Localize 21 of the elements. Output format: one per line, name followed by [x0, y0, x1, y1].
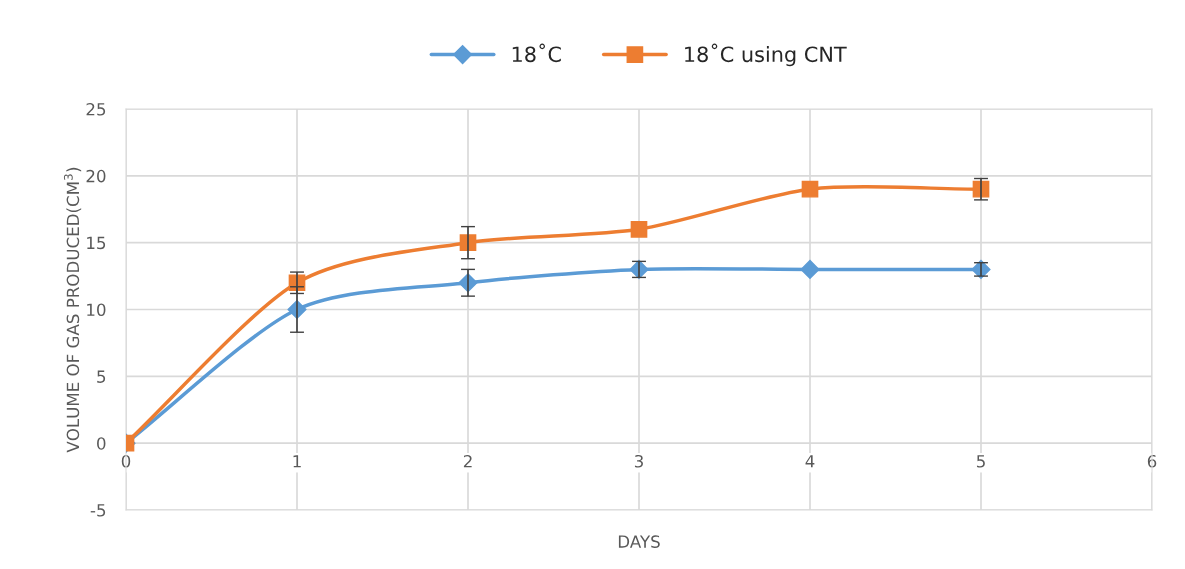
y-tick-label: 0: [97, 437, 106, 450]
legend-label: 18˚C: [512, 43, 561, 63]
x-tick-label: 5: [976, 455, 985, 468]
x-tick-label: 4: [805, 455, 815, 468]
x-tick-label: 0: [121, 454, 131, 468]
x-axis-title: DAYS: [618, 535, 660, 548]
x-tick-label: 3: [634, 454, 643, 468]
y-tick-label: 10: [87, 303, 106, 317]
legend-label: 18˚C using CNT: [685, 43, 847, 67]
y-tick-label: 5: [97, 370, 106, 383]
y-tick-label: -5: [90, 504, 106, 517]
y-tick-label: 15: [87, 236, 106, 250]
x-tick-label: 6: [1147, 454, 1157, 468]
point: [801, 180, 819, 198]
x-tick-label: 1: [293, 455, 301, 468]
point: [630, 220, 648, 238]
y-tick-label: 20: [86, 169, 106, 183]
x-tick-label: 2: [463, 454, 472, 468]
y-tick-label: 25: [86, 102, 106, 116]
y-axis-title: VOLUME OF GAS PRODUCED(CM$^{3}$): [63, 167, 82, 453]
point: [800, 259, 820, 279]
